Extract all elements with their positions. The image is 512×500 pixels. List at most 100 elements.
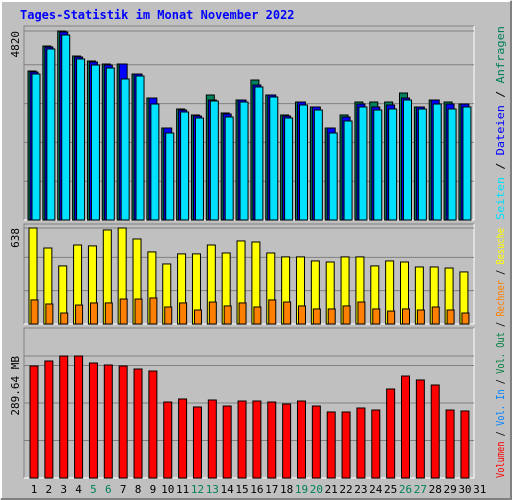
x-tick-label: 17: [265, 483, 278, 496]
legend-separator: /: [494, 426, 507, 442]
x-tick-label: 30: [458, 483, 471, 496]
x-tick-label: 11: [176, 483, 189, 496]
legend-entry: Anfragen: [494, 26, 507, 83]
y-tick-label: 4820: [9, 31, 22, 58]
x-tick-label: 5: [90, 483, 97, 496]
x-tick-label: 27: [414, 483, 427, 496]
bar: [328, 132, 338, 221]
x-tick-label: 1: [31, 483, 38, 496]
y-tick-label: 638: [9, 228, 22, 248]
x-tick-label: 15: [235, 483, 248, 496]
x-tick-label: 23: [354, 483, 367, 496]
panel-edge-dark: [23, 25, 474, 220]
bar: [269, 96, 279, 221]
bar: [46, 48, 56, 221]
bar: [341, 411, 351, 479]
x-tick-label: 22: [339, 483, 352, 496]
panel-edge-light: [24, 328, 475, 479]
bar: [326, 411, 336, 479]
bar: [149, 297, 158, 325]
bar: [76, 58, 86, 221]
bar: [268, 299, 277, 325]
bar: [224, 116, 234, 221]
bar: [88, 362, 98, 479]
bar: [209, 100, 219, 221]
bar: [180, 111, 190, 221]
x-tick-label: 13: [206, 483, 219, 496]
bar: [313, 109, 323, 221]
bar: [282, 403, 292, 479]
bar: [150, 103, 160, 221]
legend-entry: Vol. In: [494, 389, 507, 425]
bar: [194, 117, 204, 221]
legend-separator: /: [494, 317, 507, 333]
bar: [164, 306, 173, 325]
bar: [30, 299, 39, 325]
x-tick-label: 25: [384, 483, 397, 496]
x-tick-label: 16: [250, 483, 263, 496]
bar: [238, 302, 247, 325]
bar: [31, 73, 41, 221]
legend-separator: /: [494, 264, 507, 280]
bar: [133, 368, 143, 479]
bar: [103, 364, 113, 479]
bar: [417, 108, 427, 221]
bar: [311, 405, 321, 479]
bar: [401, 375, 410, 479]
x-tick-label: 3: [60, 483, 67, 496]
bar: [29, 365, 39, 479]
bar: [267, 401, 277, 479]
bar: [105, 67, 115, 221]
bar: [120, 78, 130, 221]
bar: [462, 106, 472, 221]
x-tick-label: 29: [443, 483, 456, 496]
bar: [343, 120, 353, 221]
bar: [89, 302, 98, 325]
bar: [119, 298, 128, 325]
x-tick-label: 31: [473, 483, 486, 496]
bar: [283, 301, 292, 325]
bar: [118, 365, 128, 479]
bar: [60, 312, 69, 325]
x-tick-label: 18: [280, 483, 293, 496]
bar: [59, 355, 69, 479]
bar: [193, 309, 202, 325]
bar: [371, 409, 381, 479]
bar: [254, 86, 264, 221]
bar: [402, 308, 410, 325]
bar: [134, 298, 143, 325]
bar: [165, 132, 175, 221]
legend-entry: Volumen: [494, 442, 507, 478]
bar: [447, 108, 457, 221]
bar: [74, 355, 84, 479]
bar: [342, 305, 351, 325]
bar: [373, 109, 383, 221]
x-tick-label: 8: [135, 483, 142, 496]
legend: Seiten / Dateien / Anfragen: [494, 26, 507, 220]
bar: [386, 388, 396, 479]
x-tick-label: 24: [369, 483, 383, 496]
bar: [297, 305, 306, 325]
x-tick-label: 7: [120, 483, 127, 496]
bar: [61, 34, 71, 221]
x-tick-label: 28: [429, 483, 442, 496]
bar: [148, 370, 158, 479]
bar: [356, 407, 366, 479]
legend-entry: Besuche: [494, 228, 507, 264]
bar: [45, 303, 54, 325]
x-tick-label: 19: [295, 483, 308, 496]
legend-entry: Seiten: [494, 177, 507, 220]
bar: [90, 64, 100, 221]
legend-separator: /: [494, 374, 507, 390]
bar: [372, 308, 381, 325]
bar: [388, 108, 398, 221]
bar: [327, 308, 336, 325]
bar: [179, 302, 188, 325]
legend-entry: Vol. Out: [494, 332, 507, 374]
legend-separator: /: [494, 155, 507, 177]
bar: [208, 301, 217, 325]
x-tick-label: 14: [221, 483, 235, 496]
bar: [104, 302, 113, 325]
panel: [24, 224, 474, 324]
